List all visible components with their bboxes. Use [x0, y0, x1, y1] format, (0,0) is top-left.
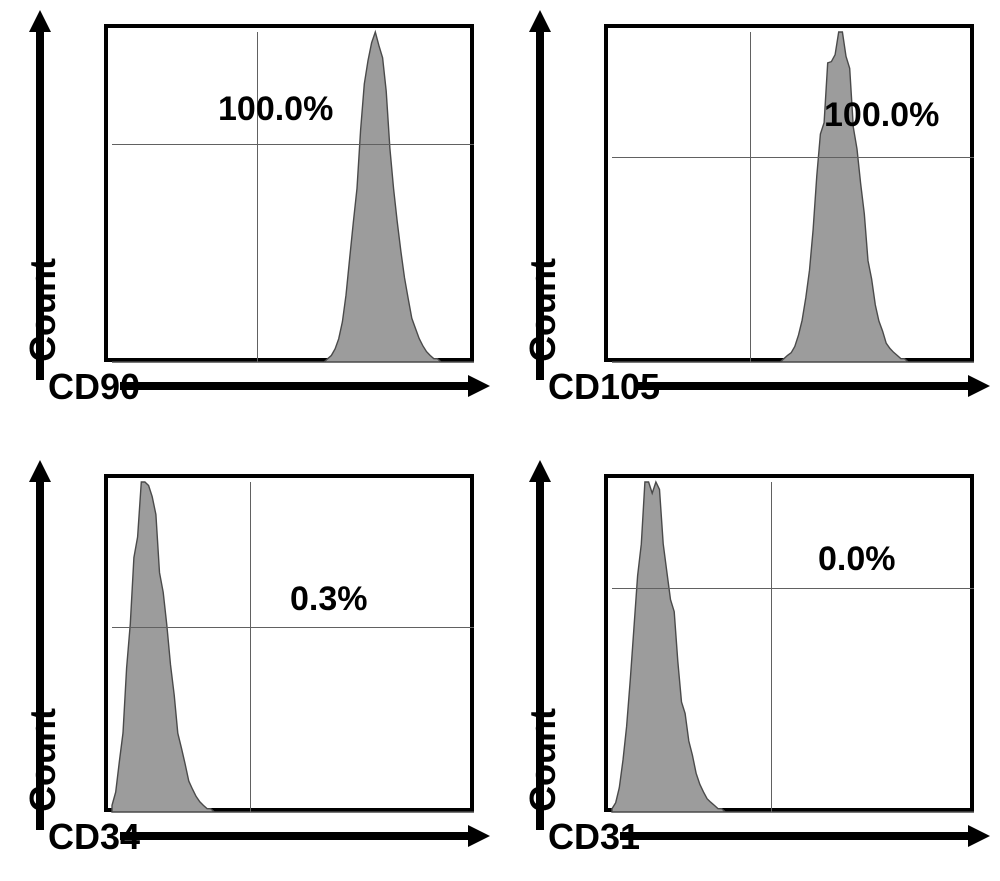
- x-axis-arrowhead: [968, 375, 990, 397]
- percent-label: 100.0%: [218, 90, 333, 129]
- histogram: [608, 478, 978, 816]
- histogram: [108, 28, 478, 366]
- percent-label: 0.0%: [818, 540, 896, 579]
- y-axis-label: Count: [22, 708, 64, 812]
- gate-vertical: [250, 482, 251, 812]
- histogram-path: [612, 482, 974, 812]
- gate-vertical: [771, 482, 772, 812]
- percent-label: 100.0%: [824, 96, 939, 135]
- gate-horizontal: [612, 588, 974, 589]
- gate-horizontal: [112, 627, 474, 628]
- flow-cytometry-figure: CountCD90100.0%CountCD105100.0%CountCD34…: [0, 0, 1000, 881]
- gate-horizontal: [112, 144, 474, 145]
- gate-vertical: [257, 32, 258, 362]
- x-axis-label: CD90: [48, 366, 140, 408]
- y-axis-arrowhead: [529, 10, 551, 32]
- y-axis-label: Count: [522, 258, 564, 362]
- histogram-path: [612, 32, 974, 362]
- panel-cd34: CountCD340.3%: [30, 460, 500, 870]
- x-axis-arrowhead: [468, 375, 490, 397]
- x-axis-arrow: [120, 832, 468, 840]
- panel-cd31: CountCD310.0%: [530, 460, 1000, 870]
- y-axis-label: Count: [522, 708, 564, 812]
- x-axis-label: CD105: [548, 366, 660, 408]
- gate-vertical: [750, 32, 751, 362]
- y-axis-label: Count: [22, 258, 64, 362]
- y-axis-arrowhead: [29, 460, 51, 482]
- percent-label: 0.3%: [290, 580, 368, 619]
- x-axis-arrow: [120, 382, 468, 390]
- x-axis-arrow: [620, 832, 968, 840]
- plot-box: [104, 474, 474, 812]
- y-axis-arrowhead: [29, 10, 51, 32]
- panel-cd105: CountCD105100.0%: [530, 10, 1000, 420]
- x-axis-label: CD34: [48, 816, 140, 858]
- plot-box: [604, 474, 974, 812]
- x-axis-arrow: [638, 382, 968, 390]
- histogram-path: [112, 32, 474, 362]
- histogram-path: [112, 482, 474, 812]
- plot-box: [104, 24, 474, 362]
- y-axis-arrowhead: [529, 460, 551, 482]
- x-axis-arrowhead: [968, 825, 990, 847]
- x-axis-arrowhead: [468, 825, 490, 847]
- plot-box: [604, 24, 974, 362]
- histogram: [108, 478, 478, 816]
- gate-horizontal: [612, 157, 974, 158]
- panel-cd90: CountCD90100.0%: [30, 10, 500, 420]
- histogram: [608, 28, 978, 366]
- x-axis-label: CD31: [548, 816, 640, 858]
